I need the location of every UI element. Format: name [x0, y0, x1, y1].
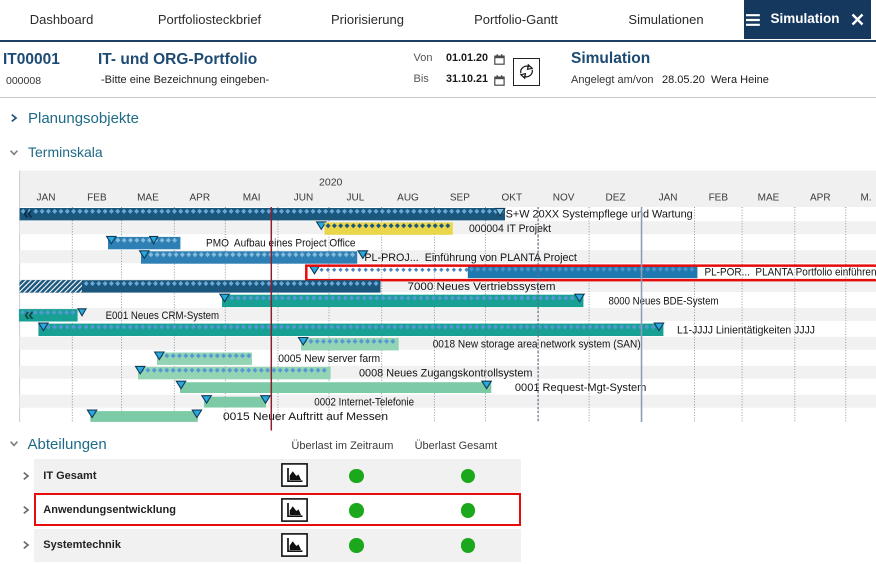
svg-text:000004 IT Projekt: 000004 IT Projekt	[469, 223, 551, 235]
svg-text:M.: M.	[860, 193, 871, 204]
svg-text:NOV: NOV	[553, 193, 575, 204]
svg-text:JUL: JUL	[347, 193, 365, 204]
svg-text:MAE: MAE	[758, 193, 780, 204]
svg-text:FEB: FEB	[87, 193, 107, 204]
svg-text:JAN: JAN	[659, 193, 678, 204]
svg-text:JUN: JUN	[294, 193, 313, 204]
svg-text:JAN: JAN	[37, 193, 56, 204]
svg-text:«: «	[24, 304, 34, 324]
svg-text:L1-JJJJ Linientätigkeiten JJJJ: L1-JJJJ Linientätigkeiten JJJJ	[677, 324, 815, 336]
svg-text:MAE: MAE	[137, 193, 159, 204]
svg-text:FEB: FEB	[709, 193, 729, 204]
svg-text:0018 New storage area network: 0018 New storage area network system (SA…	[433, 339, 641, 351]
svg-text:E001 Neues CRM-System: E001 Neues CRM-System	[106, 310, 220, 322]
svg-text:8000 Neues BDE-System: 8000 Neues BDE-System	[609, 295, 719, 307]
svg-text:DEZ: DEZ	[606, 193, 626, 204]
svg-text:SEP: SEP	[450, 193, 470, 204]
svg-text:APR: APR	[810, 193, 831, 204]
svg-text:PL-PROJ... Einführung von PLA: PL-PROJ... Einführung von PLANTA Project	[364, 252, 577, 264]
svg-text:S+W 20XX Systempflege und Wart: S+W 20XX Systempflege und Wartung	[506, 209, 693, 221]
svg-text:AUG: AUG	[397, 193, 419, 204]
svg-text:0015 Neuer Auftritt auf Messen: 0015 Neuer Auftritt auf Messen	[223, 411, 388, 423]
svg-text:0001 Request-Mgt-System: 0001 Request-Mgt-System	[515, 382, 647, 394]
svg-text:OKT: OKT	[502, 193, 523, 204]
svg-text:2020: 2020	[319, 177, 343, 189]
svg-text:MAI: MAI	[243, 193, 261, 204]
svg-text:APR: APR	[190, 193, 211, 204]
svg-text:0008 Neues Zugangskontrollsyst: 0008 Neues Zugangskontrollsystem	[359, 368, 533, 380]
svg-text:0005 New server farm: 0005 New server farm	[278, 353, 380, 365]
svg-text:PL-POR... PLANTA Portfolio ei: PL-POR... PLANTA Portfolio einführen	[705, 267, 876, 279]
svg-text:PMO Aufbau eines Project Offi: PMO Aufbau eines Project Office	[206, 238, 356, 250]
svg-text:«: «	[23, 203, 33, 223]
svg-text:7000 Neues Vertriebssystem: 7000 Neues Vertriebssystem	[408, 281, 556, 293]
svg-text:0002 Internet-Telefonie: 0002 Internet-Telefonie	[314, 397, 414, 409]
